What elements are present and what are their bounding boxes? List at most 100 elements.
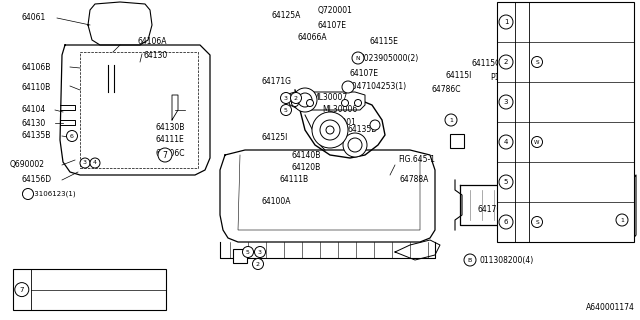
Circle shape	[90, 158, 100, 168]
Circle shape	[352, 52, 364, 64]
Text: 64107E: 64107E	[350, 68, 379, 77]
Circle shape	[499, 55, 513, 69]
Circle shape	[291, 92, 301, 103]
Text: 7: 7	[163, 150, 168, 159]
Text: 1: 1	[620, 218, 624, 222]
Text: A: A	[237, 252, 243, 260]
Text: 64106A: 64106A	[138, 37, 168, 46]
Circle shape	[255, 246, 266, 258]
Polygon shape	[625, 175, 636, 240]
Circle shape	[370, 120, 380, 130]
Circle shape	[15, 283, 29, 297]
Polygon shape	[88, 2, 152, 45]
Circle shape	[348, 138, 362, 152]
Text: 2: 2	[504, 59, 508, 65]
Text: 6: 6	[504, 219, 508, 225]
Circle shape	[293, 88, 317, 112]
Text: 64130B: 64130B	[155, 123, 184, 132]
Text: 64125I: 64125I	[262, 133, 289, 142]
Text: Q720001: Q720001	[318, 5, 353, 14]
Circle shape	[253, 259, 264, 269]
Text: S043106123(1): S043106123(1)	[22, 191, 77, 197]
Text: 64156D: 64156D	[22, 175, 52, 185]
Text: 64104: 64104	[22, 106, 46, 115]
Text: 3: 3	[504, 99, 508, 105]
Text: 4: 4	[93, 161, 97, 165]
Text: 043104103(1): 043104103(1)	[545, 219, 595, 225]
Text: 3: 3	[284, 95, 288, 100]
Text: 5: 5	[246, 250, 250, 254]
Text: 64106C: 64106C	[155, 148, 184, 157]
Text: 1: 1	[504, 19, 508, 25]
Text: 64150B<FOR S-A/B>: 64150B<FOR S-A/B>	[35, 297, 112, 303]
Circle shape	[499, 15, 513, 29]
Circle shape	[343, 133, 367, 157]
Text: P100157: P100157	[490, 73, 524, 82]
Text: A: A	[454, 137, 460, 146]
Circle shape	[531, 57, 543, 68]
Text: 64106B: 64106B	[22, 63, 51, 73]
FancyBboxPatch shape	[497, 2, 634, 242]
Text: 2: 2	[256, 261, 260, 267]
Text: 64115I: 64115I	[445, 70, 472, 79]
Circle shape	[280, 92, 291, 103]
Text: 64171G: 64171G	[262, 77, 292, 86]
Text: 64130: 64130	[143, 52, 167, 60]
Text: 64115G: 64115G	[472, 59, 502, 68]
Circle shape	[499, 95, 513, 109]
Text: 64140B: 64140B	[292, 150, 321, 159]
Text: 4: 4	[504, 139, 508, 145]
Text: 64170B: 64170B	[477, 205, 506, 214]
Text: 031206003(1): 031206003(1)	[545, 139, 595, 145]
Text: 043106103(2): 043106103(2)	[545, 59, 595, 65]
Text: 011308200(4): 011308200(4)	[480, 255, 534, 265]
Circle shape	[326, 126, 334, 134]
Text: 5: 5	[284, 108, 288, 113]
Text: M250029: M250029	[533, 19, 566, 25]
Circle shape	[320, 120, 340, 140]
Text: 64111B: 64111B	[280, 175, 309, 185]
Text: 3: 3	[83, 161, 87, 165]
Text: 64170E: 64170E	[535, 98, 564, 107]
FancyBboxPatch shape	[233, 249, 247, 263]
Text: 64786C: 64786C	[432, 85, 461, 94]
Text: 2: 2	[294, 95, 298, 100]
Text: 64111E: 64111E	[155, 135, 184, 145]
Circle shape	[499, 135, 513, 149]
Circle shape	[67, 131, 77, 141]
Circle shape	[80, 158, 90, 168]
Circle shape	[158, 148, 172, 162]
Text: 64130: 64130	[22, 118, 46, 127]
Text: 64178G: 64178G	[555, 211, 585, 220]
Text: 64125A: 64125A	[272, 12, 301, 20]
Circle shape	[499, 215, 513, 229]
Text: 64120B: 64120B	[292, 164, 321, 172]
Text: 5: 5	[504, 179, 508, 185]
Circle shape	[291, 100, 298, 107]
Text: 6: 6	[70, 133, 74, 139]
Text: 64135D: 64135D	[348, 125, 378, 134]
Text: ML30007: ML30007	[312, 93, 348, 102]
Circle shape	[445, 114, 457, 126]
Text: 64115E: 64115E	[370, 37, 399, 46]
Circle shape	[22, 188, 33, 199]
Text: 64110B: 64110B	[22, 83, 51, 92]
Text: N: N	[356, 55, 360, 60]
Circle shape	[531, 217, 543, 228]
Text: 64788A: 64788A	[400, 175, 429, 185]
Polygon shape	[60, 45, 210, 175]
Circle shape	[298, 93, 312, 107]
Circle shape	[355, 100, 362, 107]
Circle shape	[616, 214, 628, 226]
Text: S047104253(1): S047104253(1)	[348, 83, 407, 92]
Circle shape	[464, 254, 476, 266]
Text: S: S	[535, 60, 539, 65]
Text: 64066A: 64066A	[298, 34, 328, 43]
Text: FIG.645-1: FIG.645-1	[398, 156, 435, 164]
Text: 64061: 64061	[22, 13, 46, 22]
Polygon shape	[460, 185, 625, 225]
Text: 64150<EXC.S-A/B>: 64150<EXC.S-A/B>	[35, 276, 106, 283]
Polygon shape	[220, 150, 435, 242]
Text: Q690002: Q690002	[10, 161, 45, 170]
Polygon shape	[285, 92, 365, 110]
